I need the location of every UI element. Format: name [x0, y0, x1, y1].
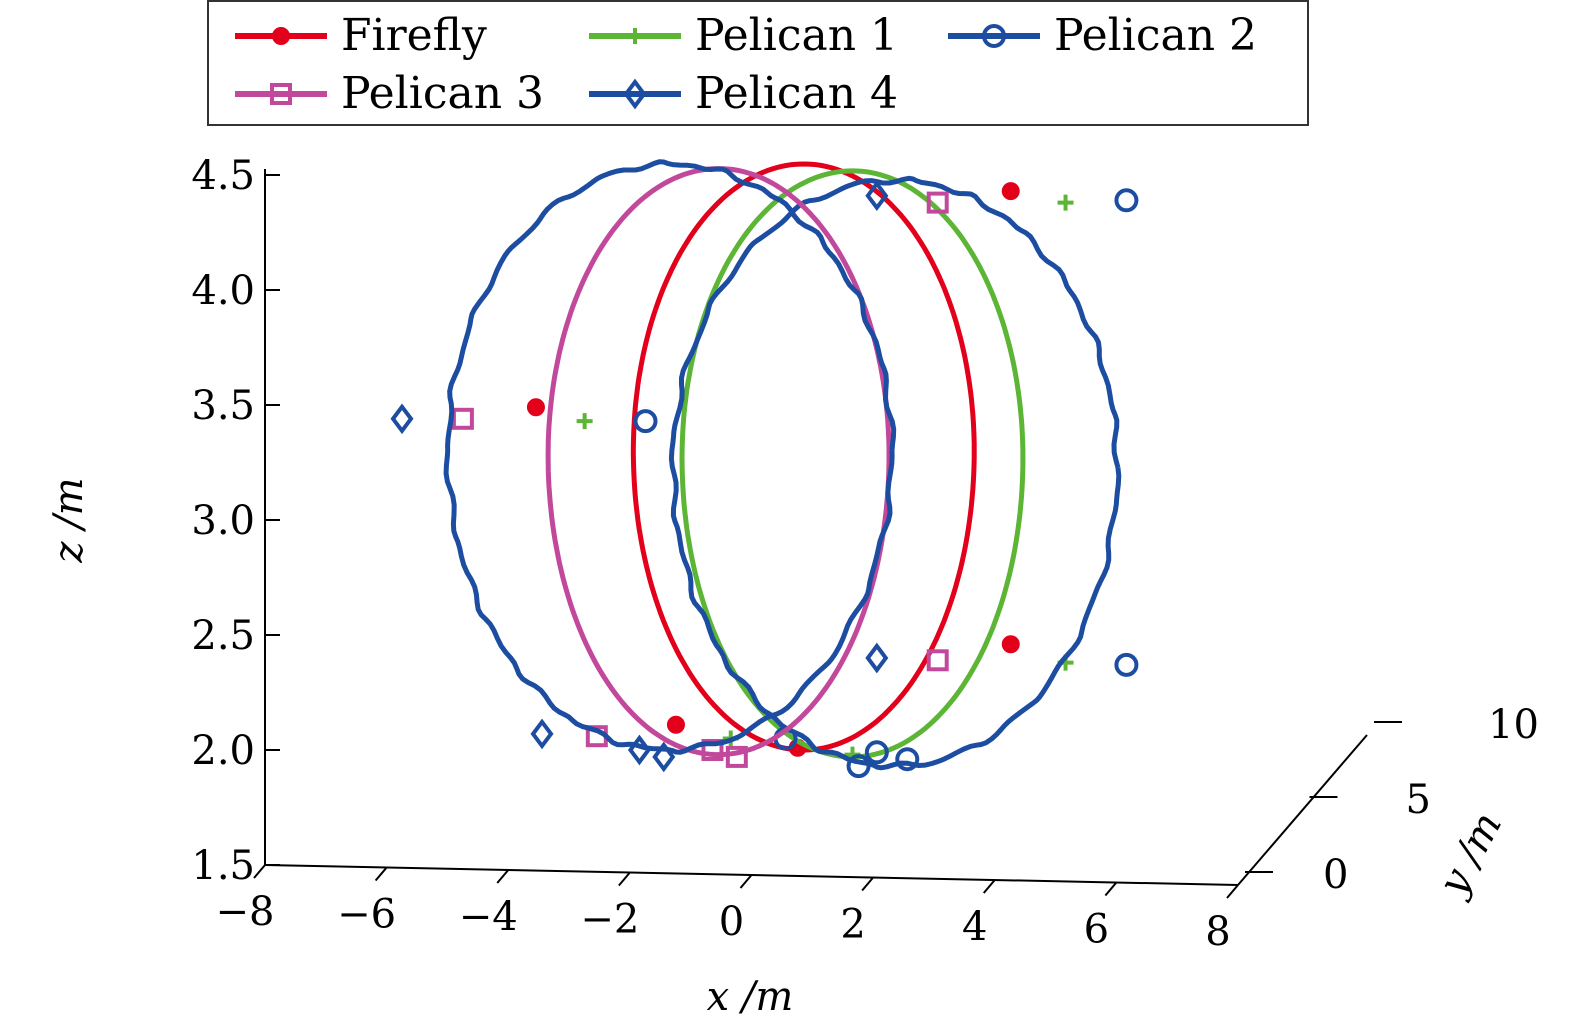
legend-marker: [627, 28, 643, 44]
data-point: [1114, 652, 1139, 677]
x-tick: [374, 866, 388, 882]
data-point: [576, 413, 593, 430]
legend-item: Pelican 4: [585, 66, 898, 122]
legend-swatch-icon: [235, 27, 327, 45]
y-tick-label: 0: [1323, 852, 1348, 898]
data-point: [652, 741, 676, 773]
series-pelican-4: [390, 159, 897, 773]
x-tick-label: 2: [840, 902, 865, 948]
series-line: [443, 159, 897, 755]
z-tick-label: 2.5: [191, 613, 255, 659]
data-point: [1057, 194, 1074, 211]
x-tick-label: 8: [1205, 909, 1230, 955]
data-point: [390, 403, 414, 435]
data-point: [725, 745, 748, 768]
legend: Firefly Pelican 1 Pelican 2 Pelican 3 Pelica…: [207, 0, 1309, 126]
data-point: [1114, 188, 1139, 213]
y-axis-title: y /m: [1429, 805, 1511, 905]
z-axis-title: z /m: [46, 477, 92, 563]
data-point: [1001, 635, 1020, 654]
data-point: [864, 740, 889, 765]
legend-swatch-icon: [235, 83, 327, 105]
z-tick-label: 4.5: [191, 153, 255, 199]
x-tick-label: −4: [459, 894, 518, 940]
legend-label: Pelican 1: [695, 10, 899, 61]
series-firefly: [526, 161, 1020, 757]
z-tick-label: 3.0: [191, 498, 255, 544]
axes: [253, 169, 1402, 899]
data-point: [1001, 182, 1020, 201]
legend-swatch-icon: [589, 78, 681, 110]
x-tick: [739, 874, 753, 889]
x-tick: [496, 869, 510, 884]
data-point: [701, 739, 724, 761]
z-tick-label: 2.0: [191, 728, 255, 774]
x-tick: [618, 871, 631, 887]
y-tick-label: 5: [1406, 777, 1431, 823]
legend-swatch-icon: [589, 28, 681, 44]
data-point: [926, 649, 949, 672]
series-pelican-1: [576, 168, 1074, 763]
legend-item: Pelican 1: [585, 8, 898, 64]
x-tick: [982, 879, 996, 894]
series-line: [679, 168, 1026, 760]
x-tick-label: −2: [580, 897, 639, 943]
legend-label: Pelican 4: [695, 68, 899, 119]
z-tick-label: 3.5: [191, 383, 255, 429]
legend-label: Pelican 2: [1054, 10, 1258, 61]
legend-marker: [270, 83, 292, 105]
data-point: [865, 180, 889, 212]
x-tick: [1226, 884, 1239, 899]
legend-item: Pelican 2: [944, 8, 1257, 64]
legend-marker: [623, 78, 647, 110]
data-point: [846, 754, 871, 779]
data-point: [627, 734, 651, 766]
series-pelican-3: [451, 166, 949, 768]
data-point: [895, 747, 920, 772]
x-tick: [253, 864, 266, 879]
z-tick-label: 4.0: [191, 268, 255, 314]
x-tick-label: −6: [337, 892, 396, 938]
data-point: [666, 715, 685, 734]
legend-marker: [272, 27, 290, 45]
tick-labels: 1.5 2.0 2.5 3.0 3.5 4.0 4.5 −8 −6 −4 −2 0 2 4 6 8 0 5 10: [191, 153, 1539, 955]
series-line: [668, 175, 1122, 771]
legend-item: Firefly: [231, 8, 487, 64]
x-tick: [1104, 881, 1118, 897]
legend-swatch-icon: [948, 24, 1040, 48]
x-tick-label: 4: [962, 904, 987, 950]
data-point: [926, 191, 949, 214]
x-tick-label: 0: [719, 899, 744, 945]
series-line: [545, 166, 892, 758]
x-tick-label: −8: [216, 889, 275, 935]
series-layer: [390, 159, 1139, 779]
y-axis-line: [1237, 734, 1368, 886]
legend-label: Pelican 3: [341, 68, 545, 119]
data-point: [526, 398, 545, 417]
series-pelican-2: [633, 175, 1139, 779]
data-point: [865, 642, 889, 674]
data-point: [530, 718, 554, 750]
series-line: [630, 161, 977, 753]
x-tick-label: 6: [1084, 907, 1109, 953]
z-tick-label: 1.5: [191, 843, 255, 889]
legend-label: Firefly: [341, 10, 487, 61]
data-point: [451, 407, 474, 430]
legend-marker: [982, 24, 1006, 48]
y-tick-label: 10: [1488, 702, 1539, 748]
legend-item: Pelican 3: [231, 66, 544, 122]
x-tick: [861, 876, 874, 892]
data-point: [633, 409, 658, 434]
x-axis-title: x /m: [707, 974, 794, 1020]
